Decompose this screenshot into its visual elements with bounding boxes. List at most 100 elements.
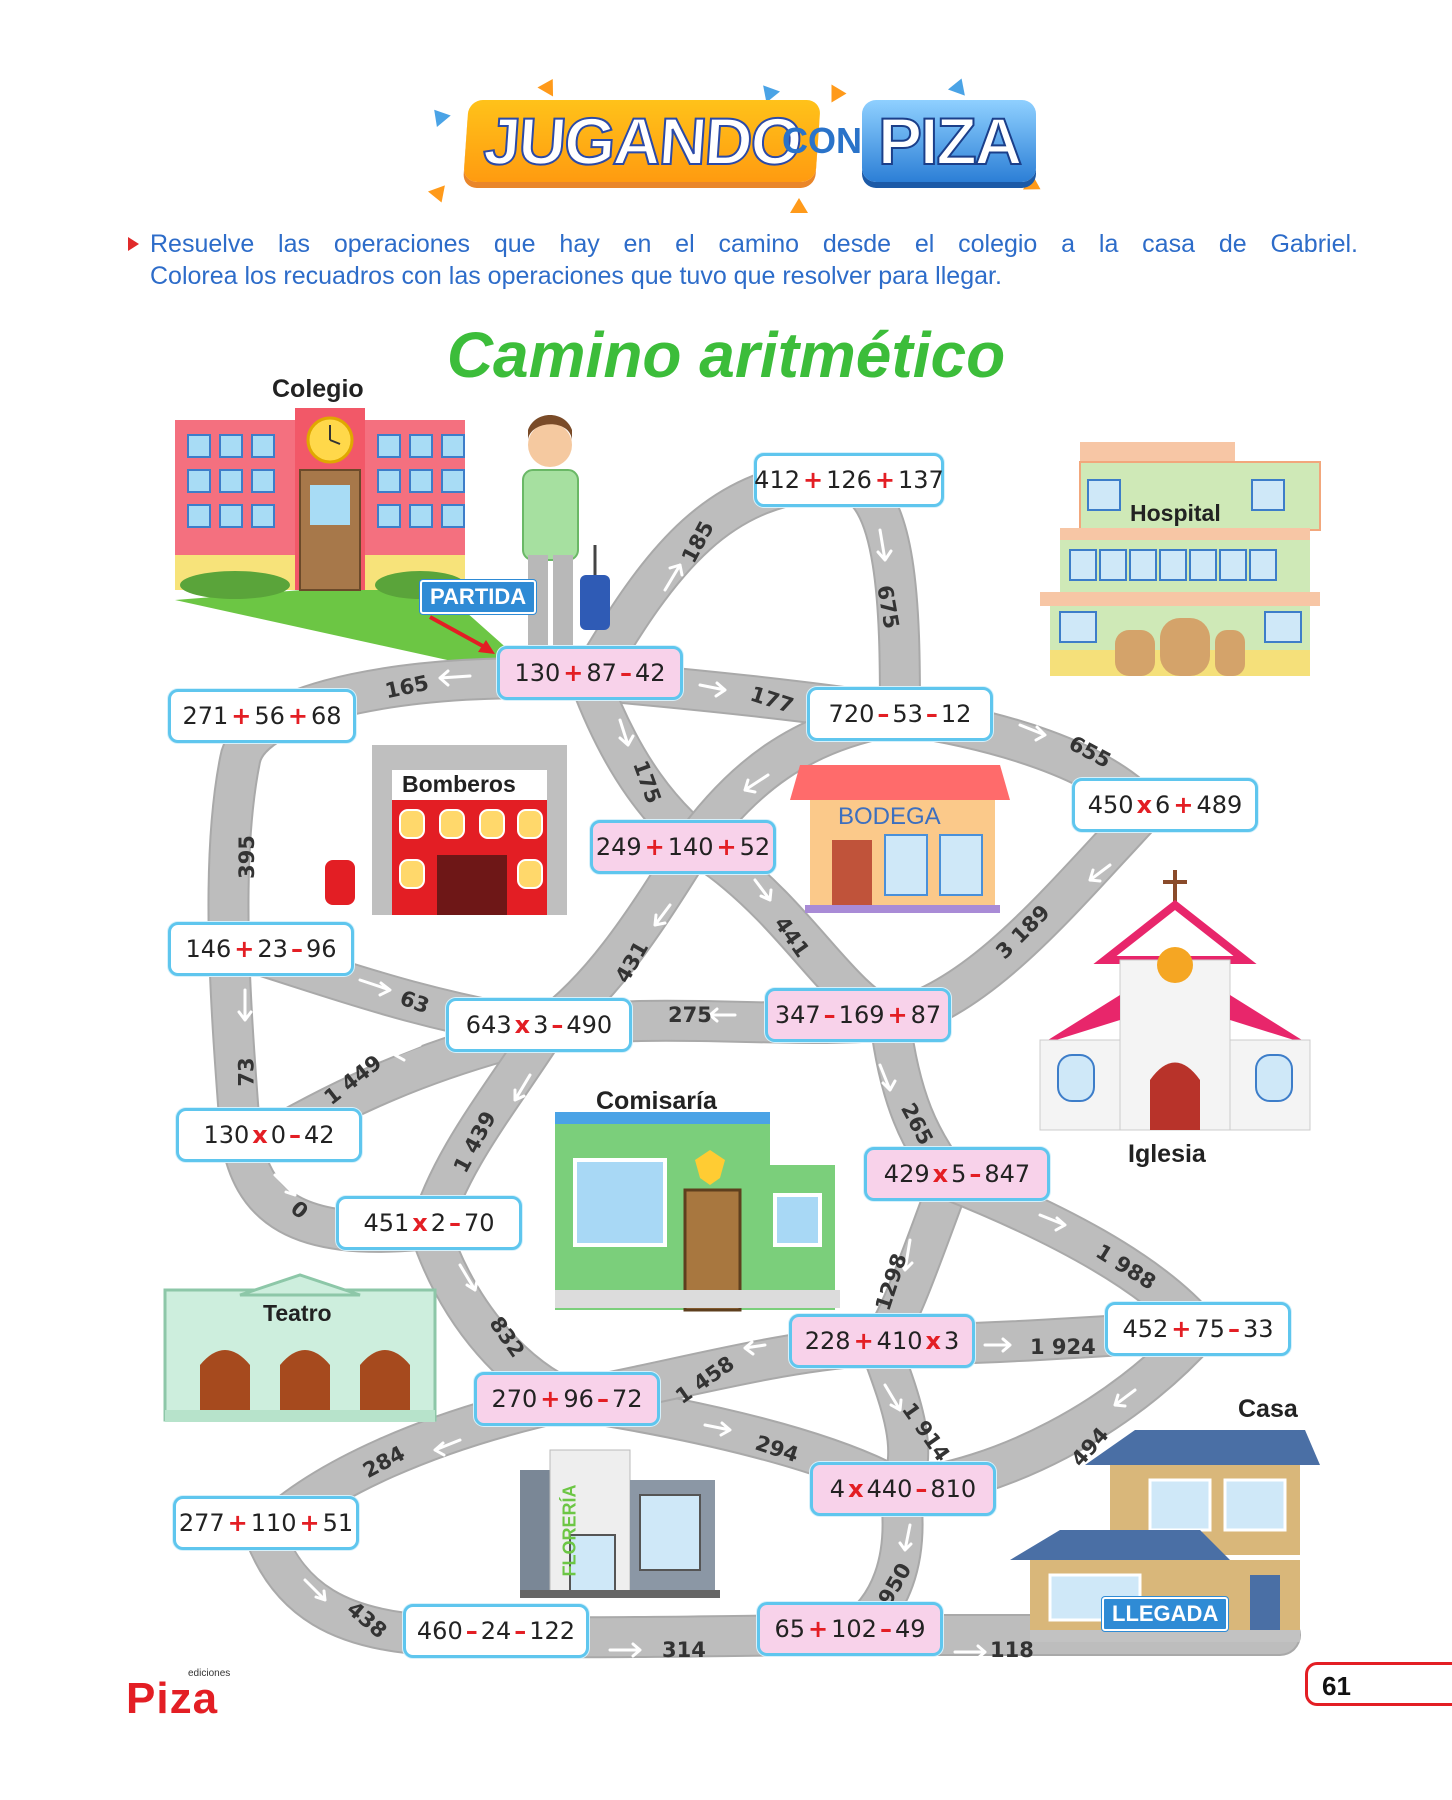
operand-number: 6 [1155,791,1171,819]
operator-symbol: + [234,935,255,963]
operand-number: 429 [883,1160,930,1188]
operation-box[interactable]: 429 x 5–847 [864,1147,1050,1201]
operator-symbol: x [252,1121,268,1149]
operator-symbol: – [619,659,632,687]
place-label-iglesia: Iglesia [1128,1140,1206,1168]
operator-symbol: + [1171,1315,1192,1343]
operator-symbol: + [1173,791,1194,819]
operation-box[interactable]: 130 +87–42 [497,646,683,700]
operand-number: 87 [586,659,617,687]
store-building [790,765,1010,913]
flower-shop-building [520,1449,720,1598]
operator-symbol: – [877,700,890,728]
operand-number: 65 [774,1615,806,1643]
operation-box[interactable]: 460–24–122 [403,1604,589,1658]
operand-number: 4 [829,1475,846,1503]
operand-number: 96 [305,935,337,963]
road-number: 1 924 [1030,1335,1096,1359]
operation-box[interactable]: 277 +110 +51 [173,1496,359,1550]
brand-small-text: ediciones [188,1668,231,1679]
operator-symbol: – [289,1121,302,1149]
operand-number: 451 [363,1209,410,1237]
operator-symbol: + [644,833,665,861]
operand-number: 87 [910,1001,942,1029]
operand-number: 130 [514,659,561,687]
place-label-floreria: FLORERÍA [559,1484,580,1577]
operand-number: 72 [611,1385,643,1413]
operator-symbol: + [887,1001,908,1029]
place-label-teatro: Teatro [263,1300,332,1326]
operation-box[interactable]: 720–53–12 [807,687,993,741]
operator-symbol: – [465,1617,478,1645]
operand-number: 440 [866,1475,913,1503]
operand-number: 0 [270,1121,287,1149]
header-logo: JUGANDO CON PIZA [427,74,1050,218]
operator-symbol: x [925,1327,941,1355]
operand-number: 169 [838,1001,885,1029]
place-label-bodega: BODEGA [838,803,941,830]
operand-number: 42 [634,659,666,687]
road-number: 314 [662,1638,706,1662]
operation-box[interactable]: 130 x 0–42 [176,1108,362,1162]
operator-symbol: x [932,1160,949,1188]
operator-symbol: – [925,700,938,728]
operand-number: 271 [182,702,229,730]
page-number: 61 [1322,1671,1351,1701]
operator-symbol: – [879,1615,892,1643]
operand-number: 847 [984,1160,1031,1188]
operator-symbol: + [716,833,737,861]
place-label-casa: Casa [1238,1395,1298,1423]
place-label-bomberos: Bomberos [402,771,516,797]
operation-box[interactable]: 146 +23–96 [168,922,354,976]
operand-number: 68 [311,702,342,730]
operand-number: 23 [257,935,288,963]
operation-box[interactable]: 412 +126 +137 [754,453,944,507]
operand-number: 70 [464,1209,495,1237]
operation-box[interactable]: 452 +75–33 [1105,1302,1291,1356]
operator-symbol: + [231,702,252,730]
house-building [1010,1430,1320,1642]
operand-number: 33 [1242,1315,1274,1343]
operation-box[interactable]: 451 x 2–70 [336,1196,522,1250]
operand-number: 49 [894,1615,926,1643]
operand-number: 460 [416,1617,463,1645]
operand-number: 126 [826,466,872,494]
operand-number: 643 [465,1011,512,1039]
start-tag: PARTIDA [420,580,537,614]
operand-number: 249 [595,833,642,861]
operand-number: 140 [667,833,714,861]
operation-box[interactable]: 347–169 +87 [765,988,951,1042]
operation-box[interactable]: 65 +102–49 [757,1602,943,1656]
confetti-icon [790,198,808,213]
bullet-arrow-icon [128,237,139,251]
fire-station-building [325,745,567,915]
logo-word-piza: PIZA [862,100,1037,182]
operation-box[interactable]: 271 +56 +68 [168,689,356,743]
page-number-tab: 61 [1305,1662,1452,1706]
operand-number: 410 [876,1327,923,1355]
operation-box[interactable]: 4 x 440–810 [810,1462,996,1516]
operator-symbol: + [802,466,824,494]
operator-symbol: – [551,1011,564,1039]
operation-box[interactable]: 249 +140 +52 [590,820,776,874]
operator-symbol: + [227,1509,248,1537]
page-title: Camino aritmético [446,319,1006,391]
operand-number: 2 [430,1209,447,1237]
operator-symbol: + [299,1509,320,1537]
operand-number: 110 [250,1509,297,1537]
operator-symbol: x [848,1475,864,1503]
operand-number: 56 [254,702,285,730]
operation-box[interactable]: 270 +96–72 [474,1372,660,1426]
end-tag: LLEGADA [1102,1597,1229,1631]
operation-box[interactable]: 450 x 6 +489 [1072,778,1258,832]
operand-number: 130 [203,1121,250,1149]
operator-symbol: – [514,1617,527,1645]
boy-character [522,415,610,645]
operation-box[interactable]: 228 +410 x 3 [789,1314,975,1368]
operator-symbol: x [1136,791,1153,819]
operand-number: 3 [533,1011,549,1039]
operation-box[interactable]: 643 x 3–490 [446,998,632,1052]
operand-number: 146 [185,935,232,963]
place-label-colegio: Colegio [272,375,364,403]
operator-symbol: + [540,1385,561,1413]
